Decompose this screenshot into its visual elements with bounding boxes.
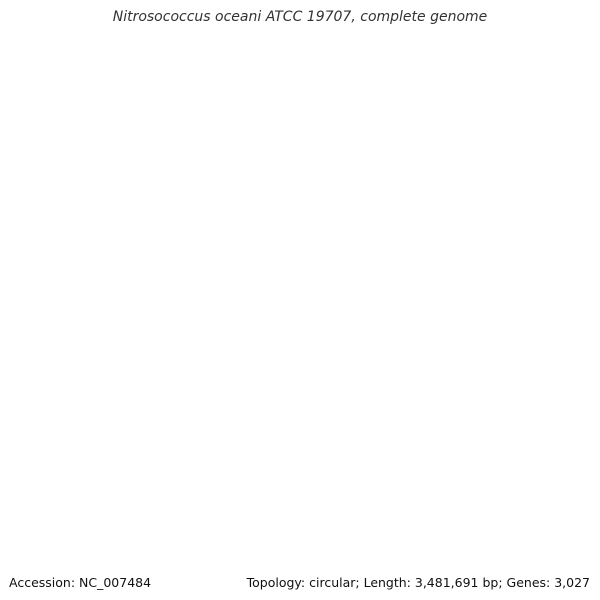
accession-text: Accession: NC_007484 (7, 575, 154, 590)
topology-text: Topology: circular; Length: 3,481,691 bp… (244, 575, 592, 590)
map-title: Nitrosococcus oceani ATCC 19707, complet… (112, 9, 488, 25)
